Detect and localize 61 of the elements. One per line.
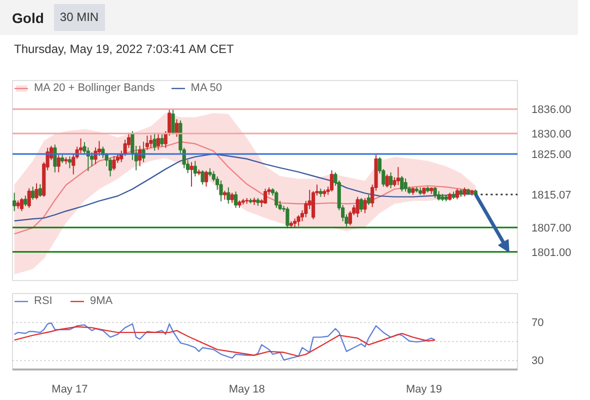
candlestick [356,196,360,218]
candlestick [152,132,156,152]
candlestick [38,184,42,198]
legend-label: RSI [34,295,54,307]
candlestick [274,190,278,208]
candlestick [264,188,268,204]
candlestick [145,135,149,150]
candlestick [436,190,441,201]
y-tick-label: 1830.00 [532,128,572,141]
legend-label: 9MA [90,295,113,307]
x-tick-label: May 18 [228,384,265,396]
candlestick [226,186,230,204]
text: Thursday, May 19, 2022 7:03:41 AM CET [13,41,235,58]
candlestick [366,194,370,206]
candlestick [455,188,460,200]
candlestick [204,170,208,188]
candlestick [34,182,38,200]
candlestick [363,198,367,214]
candlestick [112,156,116,171]
candlestick [385,174,389,188]
candlestick [234,191,238,208]
y-tick-label: 1807.00 [532,222,572,234]
candlestick [171,108,175,135]
candlestick [296,214,300,227]
candlestick [330,170,334,192]
candlestick [200,170,204,186]
candlestick [404,178,408,192]
y-tick-label: 30 [532,355,544,367]
candlestick [27,188,31,208]
candlestick [359,198,364,212]
candlestick [149,134,153,148]
candlestick [20,198,24,212]
candlestick [12,192,16,212]
candlestick [56,154,60,173]
legend-label: MA 50 [190,82,222,94]
candlestick [160,134,164,148]
candlestick [400,176,404,192]
candlestick [24,195,28,207]
y-tick-label: 1815.07 [532,190,572,202]
candlestick [193,160,197,177]
candlestick [190,162,194,188]
chart-subtitle: 30 MIN [54,4,105,32]
candlestick [31,186,35,200]
candlestick [230,192,234,204]
candlestick [68,156,72,169]
x-tick-label: May 19 [406,384,442,396]
candlestick [286,206,290,229]
candlestick [156,132,160,150]
candlestick [108,158,112,177]
chart-title: Gold [12,8,44,28]
candlestick [396,166,400,186]
candlestick [90,152,94,167]
y-tick-label: 70 [532,317,544,329]
legend-label: MA 20 + Bollinger Bands [34,82,155,94]
x-tick-label: May 17 [52,384,88,396]
y-tick-label: 1825.00 [532,148,572,161]
candlestick [433,186,437,199]
candlestick [219,180,223,202]
y-tick-label: 1836.00 [532,104,572,116]
y-tick-label: 1801.00 [532,246,572,259]
candlestick [388,172,393,189]
